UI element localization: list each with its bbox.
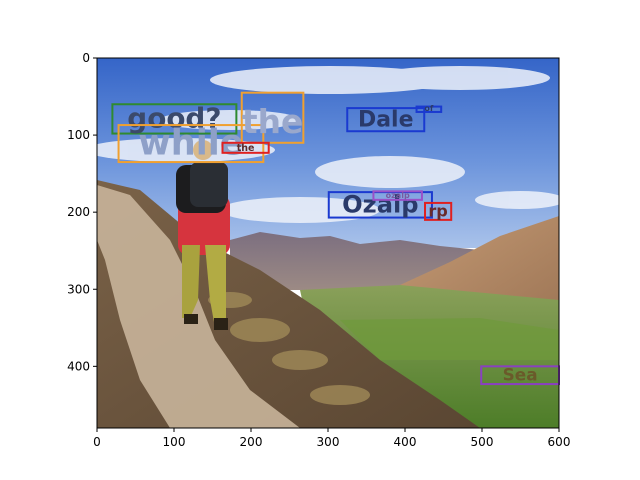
y-tick-label: 300 [67, 282, 90, 296]
overlay-box [221, 141, 270, 154]
overlay-box [372, 190, 423, 201]
y-tick-label: 200 [67, 205, 90, 219]
overlay-text: of [424, 104, 433, 113]
far-mountains [230, 232, 480, 290]
hiker [176, 140, 230, 330]
overlay-box [111, 103, 238, 135]
overlay-box [424, 201, 453, 221]
dry-grass [208, 292, 370, 405]
overlay-text: the [237, 143, 255, 154]
x-tick-label: 400 [394, 435, 417, 449]
overlay-text: Ozalp [342, 190, 418, 218]
text-overlay: the [221, 141, 270, 154]
overlay-text: ozalp [386, 191, 410, 200]
x-tick-label: 600 [548, 435, 571, 449]
y-tick-label: 0 [82, 51, 90, 65]
overlay-text: Sea [503, 365, 538, 385]
overlay-text: the [242, 103, 303, 141]
overlay-text: Dale [358, 108, 413, 133]
valley-fields [340, 318, 559, 360]
x-tick-label: 300 [317, 435, 340, 449]
y-tick-label: 100 [67, 128, 90, 142]
overlay-box [240, 91, 305, 144]
x-tick-label: 0 [93, 435, 101, 449]
overlay-text: good? [127, 102, 221, 135]
text-overlay: ozalp [372, 190, 423, 201]
text-overlay: Ozalp [327, 190, 433, 219]
x-axis: 0 100 200 300 400 500 600 [93, 428, 570, 449]
overlay-box [415, 105, 443, 113]
overlay-box [346, 107, 426, 133]
text-overlay: good? [111, 102, 238, 135]
overlay-text: rp [428, 201, 447, 220]
text-overlay: of [415, 104, 443, 113]
x-tick-label: 100 [163, 435, 186, 449]
photo [97, 58, 559, 428]
x-tick-label: 200 [240, 435, 263, 449]
y-tick-label: 400 [67, 359, 90, 373]
trail [97, 185, 300, 428]
text-overlay: the [240, 91, 305, 144]
text-overlay: rp [424, 201, 453, 221]
text-overlay: Dale [346, 107, 426, 133]
clouds [97, 66, 559, 223]
y-axis: 0 100 200 300 400 [67, 51, 97, 373]
x-tick-label: 500 [471, 435, 494, 449]
